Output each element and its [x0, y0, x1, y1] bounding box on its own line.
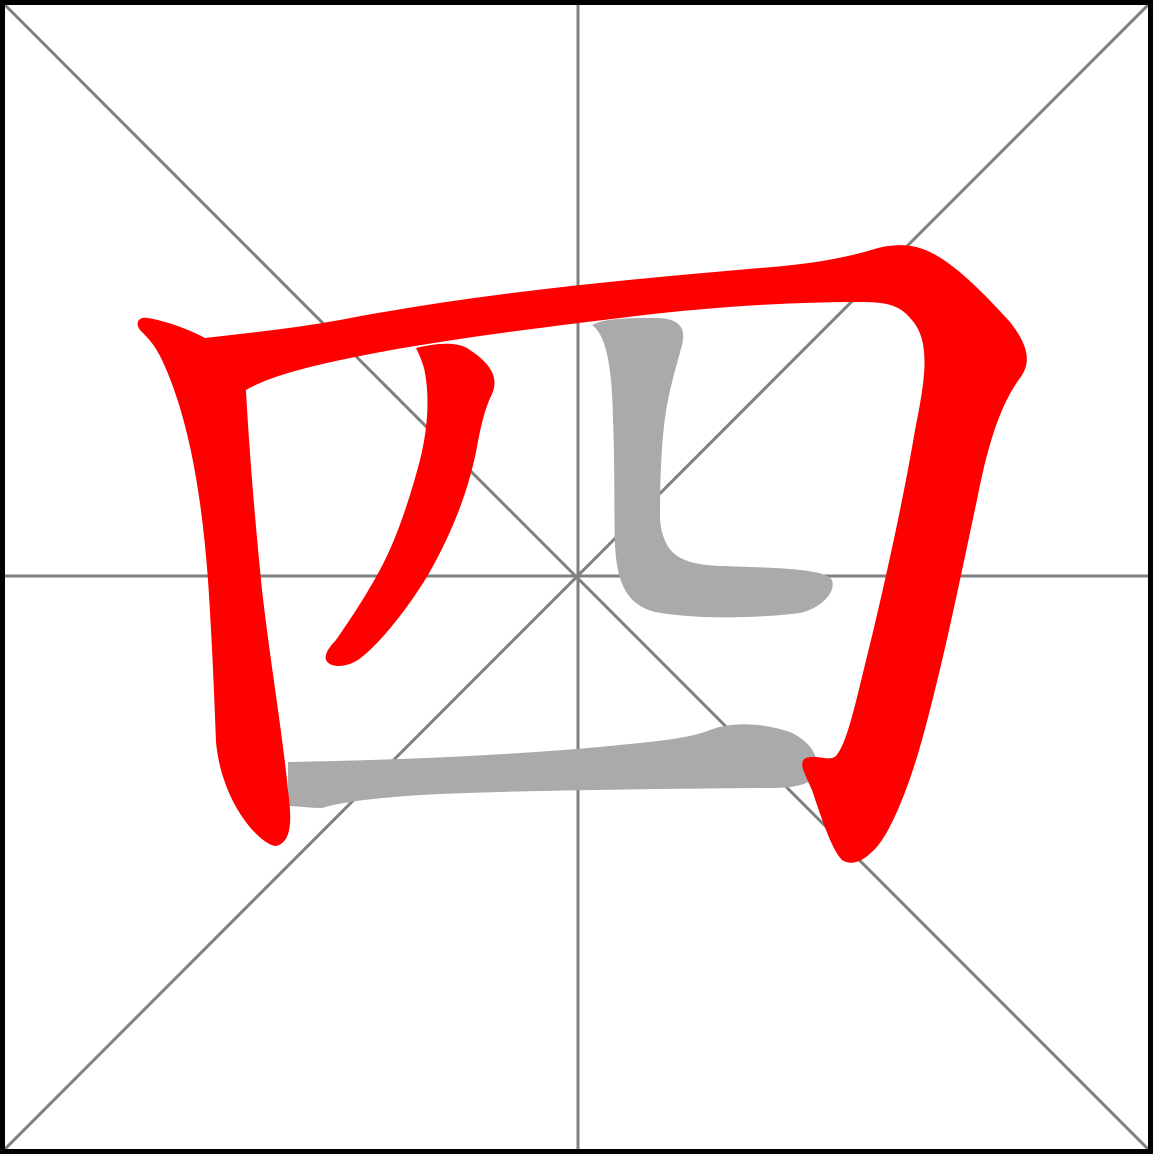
stroke-3-left-falling: [325, 343, 495, 666]
stroke-2-horizontal-turn: [205, 245, 1027, 863]
stroke-5-horizontal: [288, 724, 818, 808]
stroke-1-vertical: [137, 317, 291, 846]
stroke-4-vertical-bend: [592, 318, 833, 618]
